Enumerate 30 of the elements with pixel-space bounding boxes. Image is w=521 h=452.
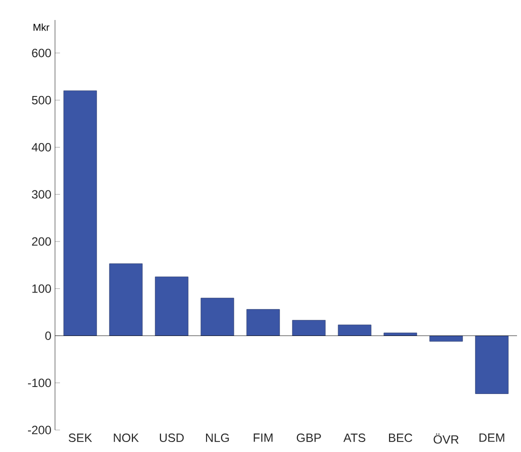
bar	[475, 336, 509, 394]
x-tick-label: USD	[160, 434, 184, 442]
x-tick-label: ÖVR	[434, 434, 459, 444]
bar	[338, 324, 372, 336]
bar	[63, 90, 97, 336]
y-tick-label: -100	[28, 378, 51, 388]
y-tick-label: 0	[45, 332, 52, 340]
y-tick-label: 300	[32, 190, 51, 199]
y-tick-label: 400	[32, 143, 51, 152]
bar	[246, 309, 280, 336]
y-tick-label: 200	[32, 237, 51, 246]
x-tick-label: BEC	[389, 434, 412, 442]
x-tick-label: GBP	[296, 434, 321, 442]
bar	[154, 276, 188, 336]
x-tick-label: NLG	[206, 434, 229, 442]
bar	[429, 336, 463, 342]
bar	[292, 320, 326, 336]
bar	[109, 263, 143, 336]
bar	[200, 298, 234, 336]
bar	[384, 332, 418, 336]
x-tick-label: FIM	[254, 434, 272, 442]
y-tick-label: -200	[28, 426, 51, 434]
y-tick-label: 100	[32, 284, 51, 293]
y-tick-label: 500	[32, 96, 51, 104]
y-axis-title: Mkr	[34, 24, 50, 31]
x-tick-label: NOK	[114, 434, 139, 442]
y-tick-label: 600	[32, 48, 51, 58]
x-tick-label: SEK	[68, 434, 92, 442]
x-tick-label: ATS	[343, 434, 366, 442]
x-tick-label: DEM	[480, 434, 504, 442]
